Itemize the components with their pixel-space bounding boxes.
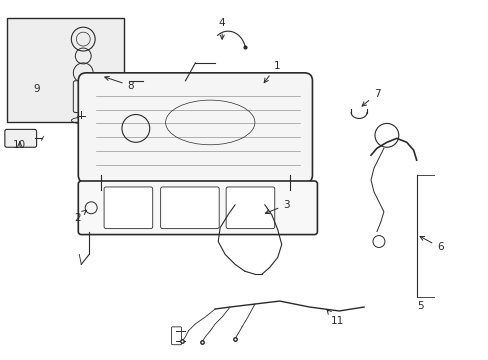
FancyBboxPatch shape [5, 129, 37, 147]
Text: 2: 2 [74, 210, 86, 223]
Text: 4: 4 [219, 18, 225, 39]
FancyBboxPatch shape [104, 187, 152, 229]
FancyBboxPatch shape [78, 181, 317, 235]
FancyBboxPatch shape [73, 81, 93, 113]
FancyBboxPatch shape [171, 327, 181, 345]
Text: 11: 11 [326, 310, 343, 326]
Text: 7: 7 [361, 89, 380, 106]
Text: 8: 8 [104, 76, 134, 91]
Text: 6: 6 [419, 237, 443, 252]
Text: 1: 1 [264, 61, 280, 83]
Text: 10: 10 [13, 140, 26, 150]
FancyBboxPatch shape [225, 187, 274, 229]
Bar [7, 18, 123, 122]
Text: 3: 3 [265, 200, 289, 214]
FancyBboxPatch shape [161, 187, 219, 229]
Text: 5: 5 [416, 301, 423, 311]
Text: 9: 9 [33, 84, 40, 94]
FancyBboxPatch shape [78, 73, 312, 183]
